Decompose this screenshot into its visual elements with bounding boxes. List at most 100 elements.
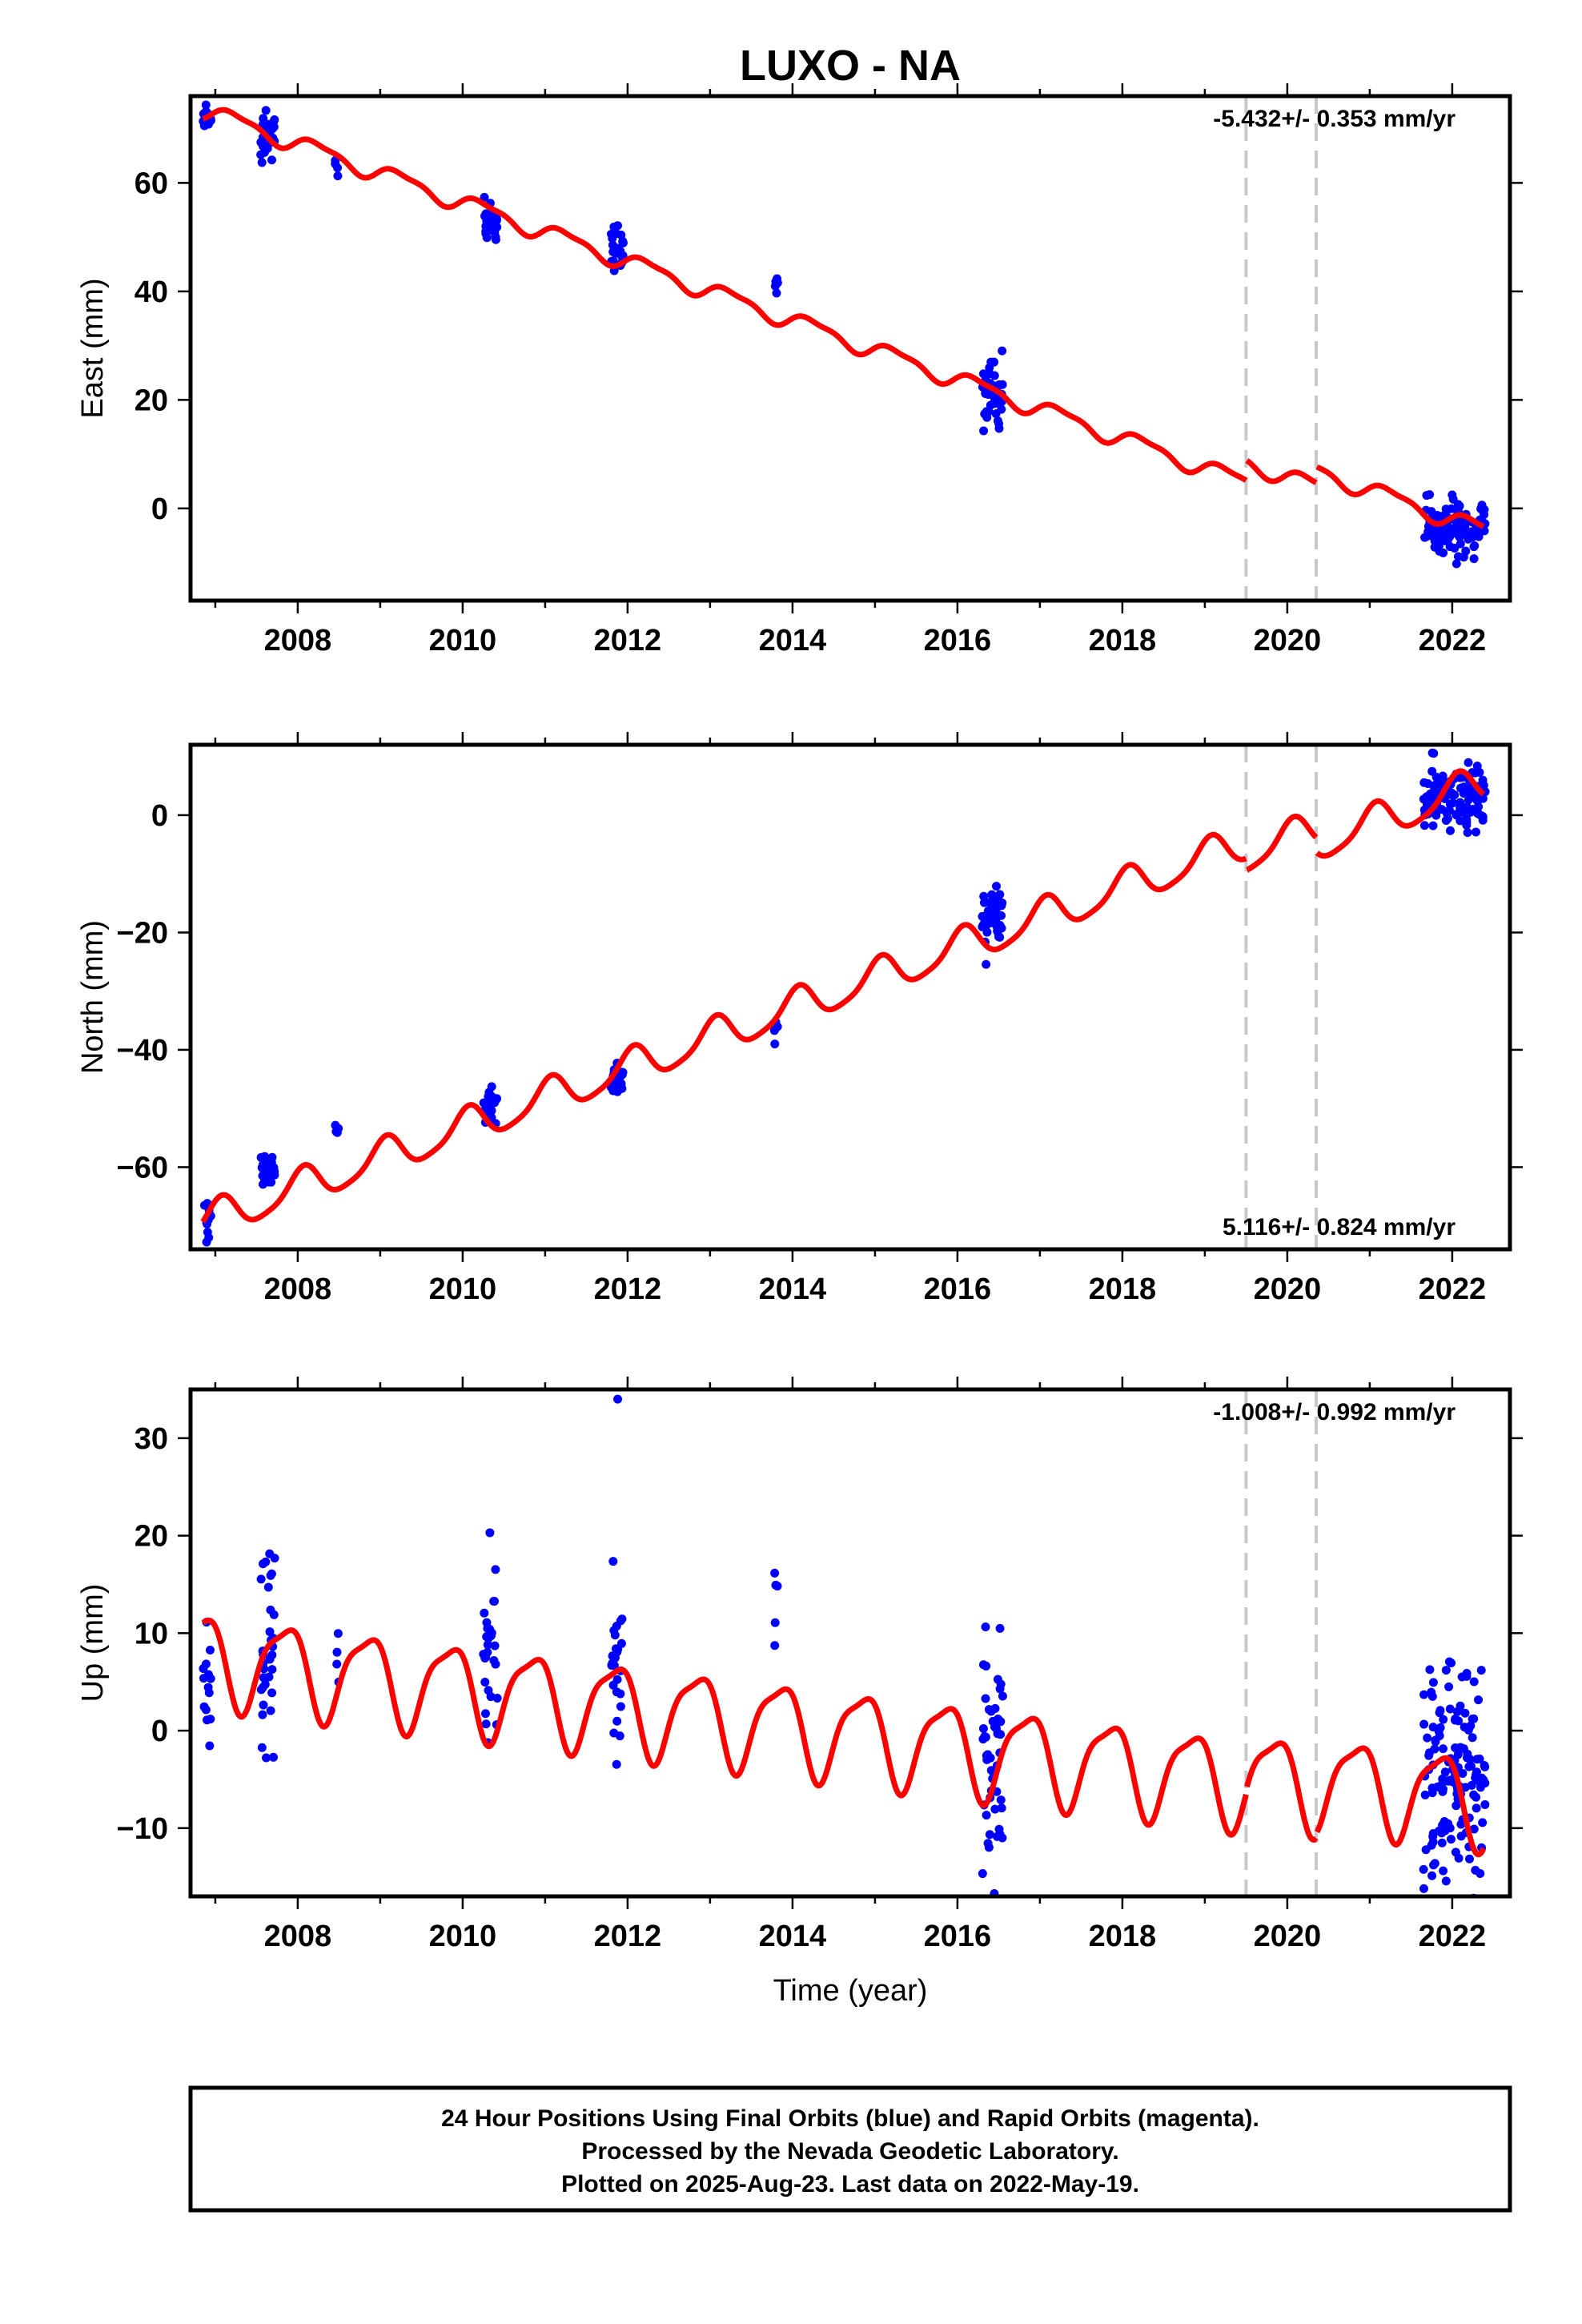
x-axis: 2008 2010 2012 2014 2016 2018 2020 2022 <box>214 1377 1486 1953</box>
observations <box>199 748 1490 1247</box>
observation-point <box>486 1630 496 1640</box>
observation-point <box>1463 828 1472 838</box>
y-tick-label: −40 <box>117 1034 168 1068</box>
observation-point <box>1443 1776 1453 1786</box>
observation-point <box>1443 522 1452 532</box>
observation-point <box>981 1694 990 1703</box>
y-axis: 0 20 40 60 <box>135 167 1523 526</box>
east-panel: 2008 2010 2012 2014 2016 2018 2020 2022 0 20 40 60 E… <box>76 83 1523 657</box>
observation-point <box>995 1623 1005 1633</box>
observation-point <box>615 1077 624 1087</box>
observation-point <box>1447 1659 1456 1668</box>
y-tick-label: −10 <box>117 1812 168 1846</box>
observation-point <box>608 234 617 243</box>
y-tick-label: 20 <box>135 384 168 417</box>
observation-point <box>269 1752 279 1762</box>
observation-point <box>1452 1900 1461 1909</box>
observation-point <box>612 1716 622 1726</box>
observation-point <box>490 1596 500 1606</box>
observation-point <box>1438 1787 1447 1796</box>
observation-point <box>1465 1755 1475 1764</box>
axes-frame <box>188 1387 1512 1899</box>
observation-point <box>1445 1704 1455 1714</box>
observation-point <box>332 1647 342 1657</box>
observation-point <box>978 1660 988 1670</box>
x-tick-label: 2020 <box>1254 624 1322 657</box>
y-tick-label: 10 <box>135 1617 168 1651</box>
observation-point <box>613 1394 623 1404</box>
observation-point <box>616 1638 626 1648</box>
observation-point <box>199 121 209 131</box>
observation-point <box>205 1646 215 1655</box>
observation-point <box>1419 1690 1429 1699</box>
observation-point <box>331 1120 340 1130</box>
observation-point <box>1464 534 1473 544</box>
x-axis-label: Time (year) <box>773 1974 928 2008</box>
observation-point <box>991 882 1001 891</box>
observation-point <box>333 1629 343 1638</box>
observation-point <box>257 1743 267 1752</box>
observation-point <box>1421 1845 1431 1855</box>
observation-point <box>1456 1743 1465 1752</box>
observation-point <box>1472 808 1482 818</box>
observation-point <box>1462 1671 1472 1681</box>
observation-point <box>202 1715 211 1725</box>
observation-point <box>1480 1799 1490 1809</box>
observation-point <box>1423 1733 1432 1743</box>
observation-point <box>263 119 272 129</box>
observation-point <box>770 1618 780 1627</box>
observation-point <box>1428 1678 1438 1687</box>
observation-point <box>994 380 1004 389</box>
observation-point <box>480 1677 490 1687</box>
observation-point <box>1430 1744 1439 1754</box>
y-axis-label: East (mm) <box>76 278 110 418</box>
observation-point <box>480 1608 489 1618</box>
observation-point <box>998 346 1007 356</box>
observation-point <box>1444 1682 1454 1691</box>
observation-point <box>1430 1859 1439 1868</box>
observation-point <box>1440 1767 1450 1777</box>
observation-point <box>201 100 211 110</box>
x-tick-label: 2022 <box>1419 624 1487 657</box>
observation-point <box>984 1843 994 1852</box>
observation-point <box>1469 1677 1479 1687</box>
figure-title: LUXO - NA <box>740 42 961 90</box>
observation-point <box>616 1702 625 1711</box>
observation-point <box>487 1082 496 1092</box>
observation-point <box>1474 1695 1484 1705</box>
observation-point <box>979 426 989 436</box>
observation-point <box>993 1675 1002 1684</box>
north-panel: 2008 2010 2012 2014 2016 2018 2020 2022 −60 −40 −2… <box>76 732 1523 1306</box>
observation-point <box>1451 1848 1460 1857</box>
observation-point <box>1428 1831 1438 1841</box>
observation-point <box>1468 1715 1477 1724</box>
observation-point <box>480 192 489 202</box>
x-tick-label: 2008 <box>264 1273 332 1306</box>
x-tick-label: 2022 <box>1419 1273 1487 1306</box>
observation-point <box>1447 504 1456 513</box>
observation-point <box>486 1692 496 1702</box>
observation-point <box>1439 1866 1448 1876</box>
observation-point <box>1462 814 1472 824</box>
observation-point <box>199 1663 208 1673</box>
observation-point <box>606 1083 616 1092</box>
observation-point <box>1463 805 1472 814</box>
observation-point <box>986 1766 996 1775</box>
x-tick-label: 2018 <box>1089 624 1157 657</box>
observation-point <box>1452 517 1461 527</box>
observation-point <box>262 1753 271 1763</box>
observation-point <box>979 891 989 901</box>
y-tick-label: −60 <box>117 1151 168 1184</box>
observation-point <box>480 1709 490 1719</box>
observation-point <box>1452 810 1461 819</box>
observation-point <box>261 106 271 115</box>
observation-point <box>258 1710 267 1719</box>
observation-point <box>481 1719 491 1729</box>
observation-point <box>1437 805 1447 814</box>
observation-point <box>259 1559 268 1569</box>
observation-point <box>199 1674 208 1683</box>
x-tick-label: 2010 <box>429 1273 497 1306</box>
x-tick-label: 2012 <box>594 1273 662 1306</box>
observation-point <box>267 1665 277 1675</box>
observation-point <box>617 1614 627 1624</box>
